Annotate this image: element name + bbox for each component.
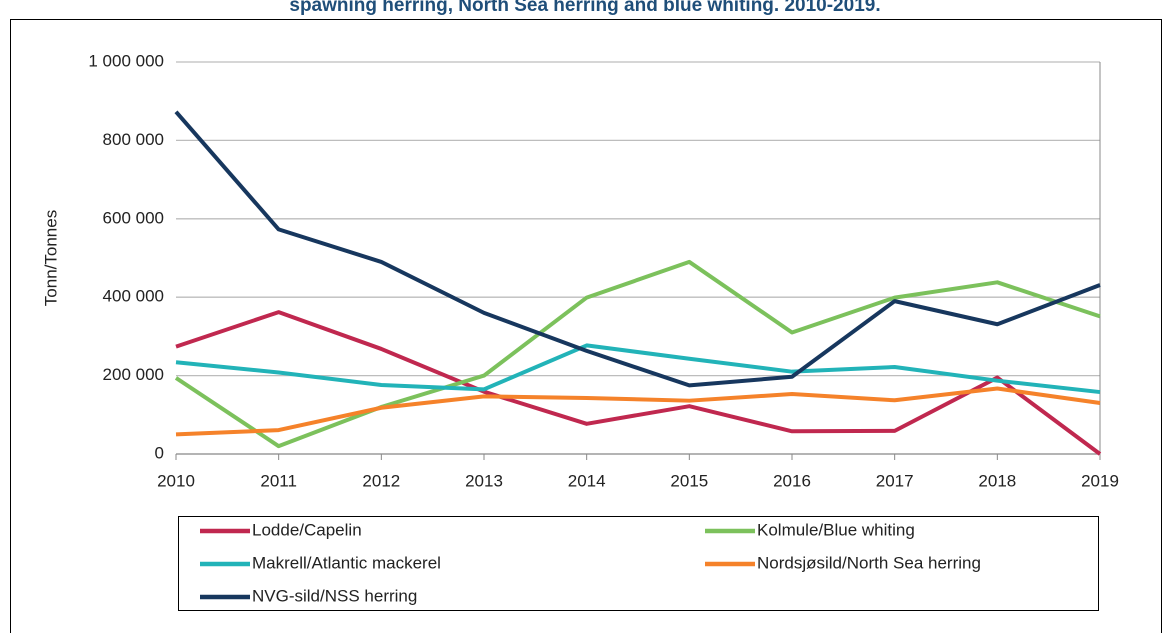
- y-tick-label: 800 000: [103, 130, 164, 149]
- x-tick-label: 2010: [157, 471, 195, 490]
- x-tick-label: 2012: [362, 471, 400, 490]
- series-line: [174, 259, 1101, 449]
- series-line: [174, 110, 1101, 388]
- series-line: [175, 310, 1102, 456]
- series-line: [175, 386, 1101, 437]
- x-tick-label: 2016: [773, 471, 811, 490]
- legend-box: [178, 516, 1099, 611]
- legend-label: NVG-sild/NSS herring: [252, 586, 417, 605]
- x-tick-label: 2019: [1081, 471, 1119, 490]
- chart-title: spawning herring, North Sea herring and …: [289, 0, 880, 16]
- legend-label: Makrell/Atlantic mackerel: [252, 553, 441, 572]
- y-tick-label: 600 000: [103, 208, 164, 227]
- x-tick-label: 2014: [568, 471, 606, 490]
- y-tick-label: 0: [155, 443, 164, 462]
- series-line: [175, 343, 1101, 395]
- y-tick-label: 400 000: [103, 287, 164, 306]
- legend-label: Nordsjøsild/North Sea herring: [757, 553, 981, 572]
- x-tick-label: 2013: [465, 471, 503, 490]
- legend-label: Lodde/Capelin: [252, 520, 362, 539]
- y-axis-label: Tonn/Tonnes: [41, 210, 60, 306]
- x-tick-label: 2018: [978, 471, 1016, 490]
- x-tick-label: 2011: [260, 471, 297, 490]
- chart-frame: [10, 19, 1162, 633]
- y-tick-label: 200 000: [103, 365, 164, 384]
- x-tick-label: 2017: [876, 471, 914, 490]
- x-tick-label: 2015: [670, 471, 708, 490]
- legend-label: Kolmule/Blue whiting: [757, 520, 915, 539]
- y-tick-label: 1 000 000: [88, 51, 164, 70]
